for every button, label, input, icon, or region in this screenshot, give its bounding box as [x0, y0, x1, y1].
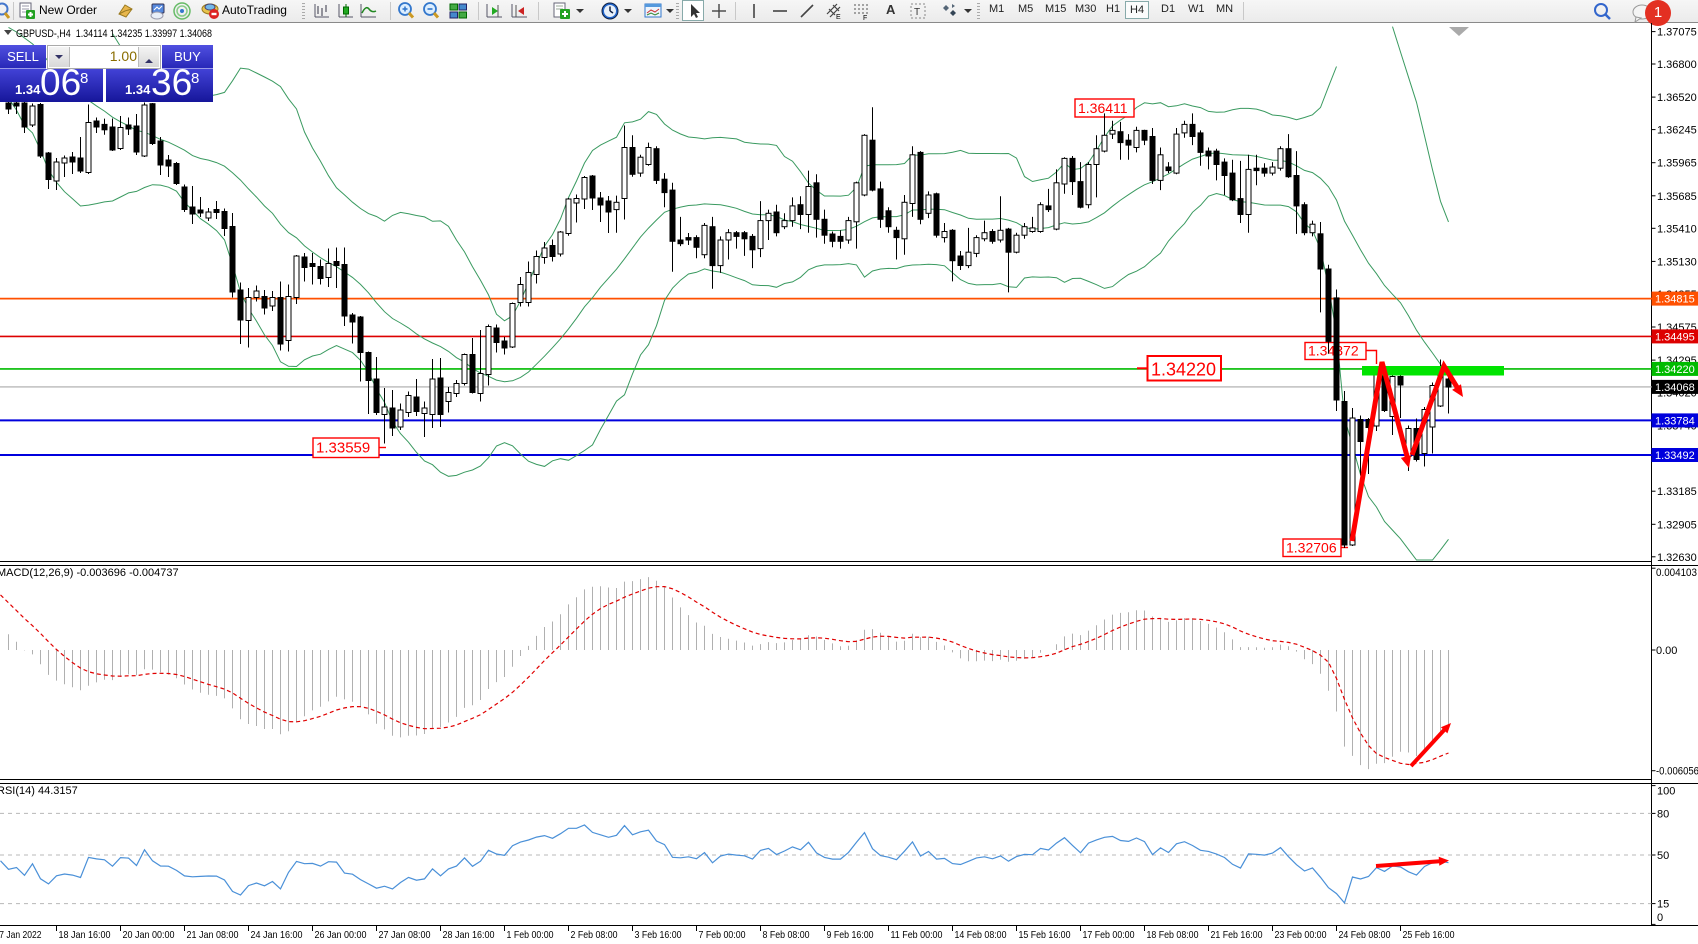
- svg-text:-0.006056: -0.006056: [1656, 766, 1698, 778]
- svg-text:21 Feb 16:00: 21 Feb 16:00: [1211, 929, 1263, 941]
- svg-text:23 Feb 00:00: 23 Feb 00:00: [1275, 929, 1327, 941]
- svg-text:1.34220: 1.34220: [1151, 360, 1216, 380]
- svg-text:18 Feb 08:00: 18 Feb 08:00: [1147, 929, 1199, 941]
- svg-text:1.33185: 1.33185: [1657, 486, 1697, 498]
- svg-text:24 Feb 08:00: 24 Feb 08:00: [1339, 929, 1391, 941]
- svg-text:25 Feb 16:00: 25 Feb 16:00: [1403, 929, 1455, 941]
- svg-text:1.34372: 1.34372: [1308, 343, 1359, 359]
- svg-text:GBPUSD-,H4 1.34114 1.34235 1.: GBPUSD-,H4 1.34114 1.34235 1.33997 1.340…: [16, 28, 212, 40]
- svg-text:17 Jan 2022: 17 Jan 2022: [0, 929, 42, 941]
- svg-text:F: F: [863, 15, 867, 21]
- svg-text:1.36245: 1.36245: [1657, 125, 1697, 137]
- svg-text:21 Jan 08:00: 21 Jan 08:00: [187, 929, 239, 941]
- svg-text:20 Jan 00:00: 20 Jan 00:00: [123, 929, 175, 941]
- svg-text:1.37075: 1.37075: [1657, 27, 1697, 39]
- svg-text:1.32630: 1.32630: [1657, 552, 1697, 564]
- svg-text:E: E: [836, 14, 841, 21]
- svg-text:15 Feb 16:00: 15 Feb 16:00: [1019, 929, 1071, 941]
- svg-text:14 Feb 08:00: 14 Feb 08:00: [955, 929, 1007, 941]
- svg-text:MACD(12,26,9) -0.003696 -0.004: MACD(12,26,9) -0.003696 -0.004737: [0, 567, 179, 579]
- svg-text:0: 0: [1657, 912, 1663, 924]
- svg-text:80: 80: [1657, 808, 1669, 820]
- svg-text:1.32706: 1.32706: [1286, 540, 1337, 556]
- svg-text:1.36411: 1.36411: [1078, 100, 1128, 116]
- svg-text:28 Jan 16:00: 28 Jan 16:00: [443, 929, 495, 941]
- svg-text:T: T: [914, 7, 920, 18]
- svg-text:8 Feb 08:00: 8 Feb 08:00: [763, 929, 810, 941]
- svg-text:11 Feb 00:00: 11 Feb 00:00: [891, 929, 943, 941]
- svg-text:1.35410: 1.35410: [1657, 223, 1697, 235]
- svg-text:7 Feb 00:00: 7 Feb 00:00: [699, 929, 746, 941]
- svg-text:27 Jan 08:00: 27 Jan 08:00: [379, 929, 431, 941]
- svg-text:15: 15: [1657, 899, 1669, 911]
- svg-text:3 Feb 16:00: 3 Feb 16:00: [635, 929, 682, 941]
- svg-text:0.004103: 0.004103: [1656, 567, 1697, 579]
- svg-text:1.35685: 1.35685: [1657, 191, 1697, 203]
- svg-text:18 Jan 16:00: 18 Jan 16:00: [59, 929, 111, 941]
- svg-text:50: 50: [1657, 850, 1669, 862]
- svg-text:1.33492: 1.33492: [1655, 450, 1695, 462]
- svg-text:1.34495: 1.34495: [1655, 331, 1695, 343]
- svg-text:17 Feb 00:00: 17 Feb 00:00: [1083, 929, 1135, 941]
- svg-text:1.35965: 1.35965: [1657, 158, 1697, 170]
- svg-text:1.36800: 1.36800: [1657, 59, 1697, 71]
- svg-text:24 Jan 16:00: 24 Jan 16:00: [251, 929, 303, 941]
- svg-text:RSI(14) 44.3157: RSI(14) 44.3157: [0, 785, 78, 797]
- svg-text:100: 100: [1657, 785, 1675, 797]
- svg-text:1.33559: 1.33559: [316, 440, 370, 457]
- svg-text:1.33784: 1.33784: [1655, 415, 1695, 427]
- svg-text:26 Jan 00:00: 26 Jan 00:00: [315, 929, 367, 941]
- svg-text:0.00: 0.00: [1656, 645, 1677, 657]
- svg-text:1.35130: 1.35130: [1657, 256, 1697, 268]
- svg-text:1.36520: 1.36520: [1657, 92, 1697, 104]
- svg-text:9 Feb 16:00: 9 Feb 16:00: [827, 929, 874, 941]
- svg-text:1.34815: 1.34815: [1655, 294, 1695, 306]
- svg-text:1.34220: 1.34220: [1655, 364, 1695, 376]
- svg-text:1.34068: 1.34068: [1655, 382, 1695, 394]
- svg-text:1 Feb 00:00: 1 Feb 00:00: [507, 929, 554, 941]
- svg-text:2 Feb 08:00: 2 Feb 08:00: [571, 929, 618, 941]
- svg-text:1.32905: 1.32905: [1657, 519, 1697, 531]
